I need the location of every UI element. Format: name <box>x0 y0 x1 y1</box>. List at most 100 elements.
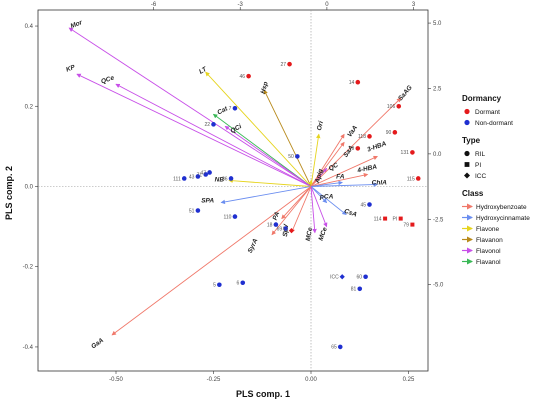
legend-type-label: ICC <box>475 173 487 180</box>
x-tick-label: -0.25 <box>207 377 221 383</box>
sample-label: 110 <box>223 214 231 220</box>
legend-class-title: Class <box>462 189 484 198</box>
loading-arrow <box>310 173 369 187</box>
sample-label: 81 <box>351 287 357 293</box>
sample-point-circle <box>355 79 361 85</box>
right-tick-label: 5.0 <box>433 21 442 27</box>
plot-frame <box>37 9 429 372</box>
sample-point-diamond <box>288 228 295 234</box>
sample-point-circle <box>363 274 368 280</box>
sample-point-circle <box>283 226 288 231</box>
sample-point-circle <box>396 103 402 109</box>
loading-label: KP <box>65 64 77 74</box>
loading-label: ChIA <box>372 179 387 186</box>
sample-label: 27 <box>280 62 286 68</box>
top-tick-label: -6 <box>151 2 157 8</box>
loading-arrow <box>310 133 321 187</box>
loading-arrow <box>310 141 345 187</box>
sample-label: 114 <box>374 216 382 222</box>
sample-point-circle <box>295 154 300 159</box>
sample-point-circle <box>207 170 212 175</box>
loading-label: Mor <box>70 19 84 30</box>
loading-label: NB <box>215 177 225 184</box>
loading-arrow <box>115 83 312 187</box>
sample-label: 86 <box>222 176 228 182</box>
sample-label: 5 <box>213 283 216 289</box>
sample-point-circle <box>203 172 208 177</box>
loading-label: pCA <box>319 194 334 201</box>
y-tick-label: -0.4 <box>23 345 34 351</box>
legend-dormancy-label: Dormant <box>475 109 500 116</box>
right-tick-label: 0.0 <box>433 152 442 158</box>
loading-arrow <box>212 113 312 187</box>
loading-arrow <box>310 133 345 187</box>
sample-label: 43 <box>189 174 195 180</box>
sample-label: 14 <box>349 80 355 86</box>
legend-dormancy-title: Dormancy <box>462 94 502 103</box>
loading-label: MCe <box>305 227 314 242</box>
loading-arrow <box>205 71 312 187</box>
x-tick-label: -0.50 <box>109 377 123 383</box>
sample-point-circle <box>287 61 292 67</box>
legend-class-label: Hydroxybenzoate <box>476 204 527 211</box>
loading-arrow <box>310 186 317 234</box>
loading-arrow <box>263 89 312 187</box>
sample-label: 90 <box>386 130 392 136</box>
sample-point-circle <box>410 150 415 155</box>
x-tick-label: 0.00 <box>305 377 317 383</box>
sample-label: 46 <box>240 74 246 80</box>
sample-point-circle <box>367 202 372 207</box>
loading-label: FA <box>336 173 345 180</box>
sample-label: 106 <box>387 104 396 110</box>
sample-point-square <box>398 216 403 221</box>
legend-dormancy-swatch <box>464 119 470 126</box>
sample-point-diamond <box>339 274 345 280</box>
loading-arrow <box>310 182 379 187</box>
legend-class-label: Hydroxycinnamate <box>476 215 530 222</box>
loading-label: 4-HBA <box>356 163 378 174</box>
loading-label: MCe <box>318 226 329 242</box>
sample-point-circle <box>337 344 343 350</box>
sample-label: 131 <box>401 150 410 156</box>
sample-point-circle <box>217 282 222 288</box>
sample-label: ICC <box>330 275 339 281</box>
loading-arrow <box>68 27 312 187</box>
loading-arrow <box>76 73 312 187</box>
legend-dormancy-label: Non-dormant <box>475 120 513 127</box>
x-axis-title: PLS comp. 1 <box>236 389 290 399</box>
loading-arrow <box>310 97 402 187</box>
sample-label: 65 <box>331 345 337 351</box>
sample-label: 9 <box>352 146 355 152</box>
sample-point-circle <box>232 105 238 111</box>
legend-type-label: PI <box>475 162 481 169</box>
top-tick-label: 3 <box>412 2 416 8</box>
sample-point-circle <box>357 286 363 292</box>
sample-label: 45 <box>360 202 366 208</box>
loading-label: PA <box>272 211 282 222</box>
legend-class-label: Flavanon <box>476 237 503 244</box>
sample-point-circle <box>246 73 251 79</box>
right-tick-label: -2.5 <box>433 217 444 223</box>
sample-label: 111 <box>173 176 181 182</box>
loading-label: Cat <box>216 105 229 116</box>
legend-type-swatch <box>464 162 470 167</box>
sample-label: 69 <box>277 226 283 232</box>
loading-arrow <box>220 186 312 205</box>
loading-label: LT <box>198 65 209 75</box>
sample-label: 6 <box>236 281 239 287</box>
legend-class-label: Flavonol <box>476 248 501 255</box>
sample-label: 51 <box>189 208 195 214</box>
loading-arrow <box>111 186 312 336</box>
loading-arrow <box>310 155 378 187</box>
sample-label: 118 <box>358 134 366 140</box>
sample-point-square <box>410 222 415 227</box>
sample-label: 79 <box>403 222 409 228</box>
right-tick-label: 2.5 <box>433 86 442 92</box>
loading-label: Apig <box>314 168 325 185</box>
sample-point-circle <box>195 174 201 179</box>
sample-label: 71 <box>197 172 203 178</box>
legend-class-label: Flavanol <box>476 259 501 266</box>
